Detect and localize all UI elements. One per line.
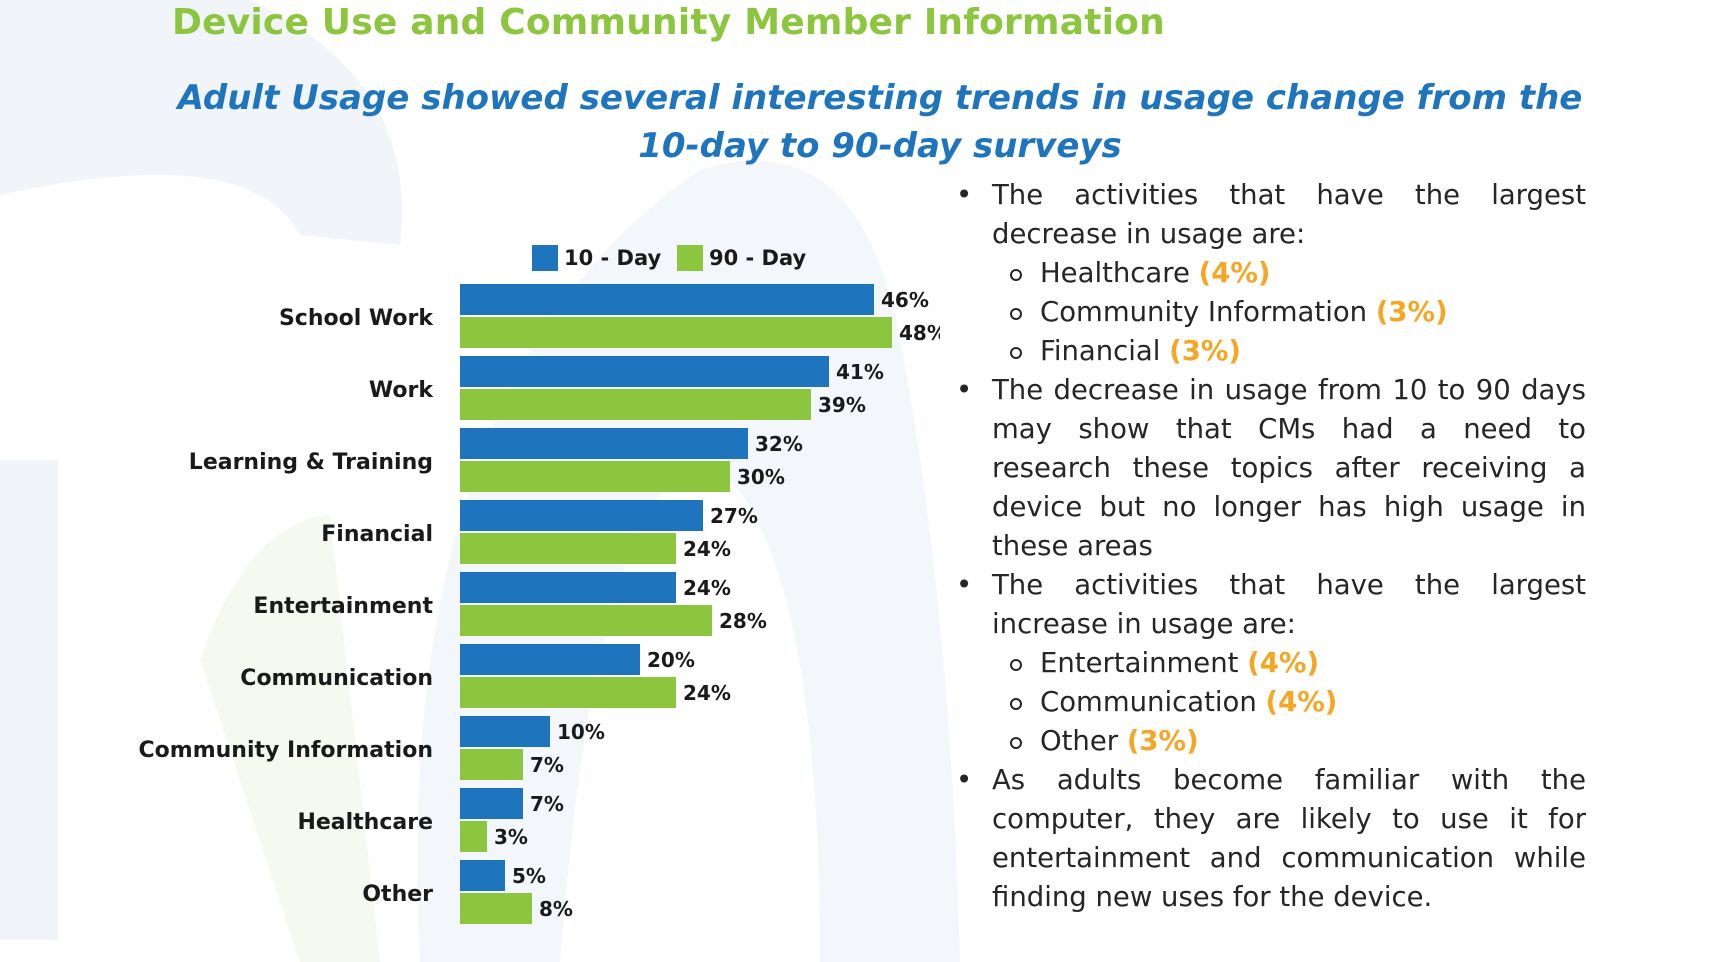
category-label: Entertainment: [253, 594, 433, 619]
sub-item: Communication (4%): [992, 683, 1586, 722]
sub-item-change: (4%): [1247, 647, 1320, 679]
sub-item: Entertainment (4%): [992, 644, 1586, 683]
bar-value-label: 24%: [683, 681, 731, 705]
sub-item-label: Healthcare: [1040, 257, 1190, 289]
bar-value-label: 5%: [512, 864, 546, 888]
bar-90-day: [460, 749, 523, 780]
sub-item-change: (4%): [1265, 686, 1338, 718]
bullet-item: As adults become familiar with the compu…: [956, 761, 1586, 917]
bullet-item: The decrease in usage from 10 to 90 days…: [956, 371, 1586, 566]
bar-value-label: 28%: [719, 609, 767, 633]
bar-90-day: [460, 893, 532, 924]
bar-10-day: [460, 356, 829, 387]
sub-item-change: (3%): [1126, 725, 1199, 757]
bar-value-label: 8%: [539, 897, 573, 921]
bar-value-label: 24%: [683, 537, 731, 561]
bar-90-day: [460, 317, 892, 348]
chart-bars: [460, 284, 892, 924]
sub-item-change: (3%): [1169, 335, 1241, 367]
sub-item-label: Other: [1040, 725, 1119, 757]
sub-item: Financial (3%): [992, 332, 1586, 371]
bar-10-day: [460, 428, 748, 459]
category-label: Communication: [240, 666, 433, 691]
sub-item: Community Information (3%): [992, 293, 1586, 332]
legend-swatch-1: [532, 245, 558, 271]
bar-10-day: [460, 572, 676, 603]
value-labels: 46% 48% 41% 39% 32% 30% 27% 24% 24% 28% 20% 24% 10% 7…: [494, 288, 940, 921]
bar-value-label: 7%: [530, 753, 564, 777]
sub-list: Healthcare (4%) Community Information (3%…: [992, 254, 1586, 371]
bar-90-day: [460, 389, 811, 420]
bullet-text: The activities that have the largest inc…: [992, 569, 1586, 640]
bar-10-day: [460, 860, 505, 891]
bar-value-label: 3%: [494, 825, 528, 849]
usage-bar-chart: 10 - Day 90 - Day School Work Work Learning…: [139, 245, 940, 924]
category-label: Healthcare: [297, 810, 433, 835]
bar-value-label: 46%: [881, 288, 929, 312]
bar-10-day: [460, 716, 550, 747]
sub-item-label: Community Information: [1040, 296, 1368, 328]
bar-value-label: 41%: [836, 360, 884, 384]
category-label: Other: [362, 882, 433, 907]
category-label: Financial: [321, 522, 433, 547]
bar-value-label: 39%: [818, 393, 866, 417]
category-label: Community Information: [139, 738, 433, 763]
bar-value-label: 32%: [755, 432, 803, 456]
category-labels: School Work Work Learning & Training Financ…: [139, 306, 435, 907]
sub-item-label: Entertainment: [1040, 647, 1239, 679]
bar-value-label: 24%: [683, 576, 731, 600]
bar-90-day: [460, 533, 676, 564]
sub-item: Other (3%): [992, 722, 1586, 761]
legend-label-2: 90 - Day: [709, 246, 807, 270]
bar-10-day: [460, 644, 640, 675]
sub-item: Healthcare (4%): [992, 254, 1586, 293]
bar-90-day: [460, 677, 676, 708]
bullet-text: As adults become familiar with the compu…: [992, 764, 1586, 913]
bullet-text: The activities that have the largest dec…: [992, 179, 1586, 250]
bar-10-day: [460, 500, 703, 531]
bar-10-day: [460, 788, 523, 819]
category-label: Work: [369, 378, 434, 403]
bullet-item: The activities that have the largest dec…: [956, 176, 1586, 371]
bar-value-label: 27%: [710, 504, 758, 528]
legend-swatch-2: [677, 245, 703, 271]
bar-value-label: 7%: [530, 792, 564, 816]
bullet-item: The activities that have the largest inc…: [956, 566, 1586, 761]
bullet-list: The activities that have the largest dec…: [956, 176, 1586, 917]
bar-90-day: [460, 605, 712, 636]
legend-label-1: 10 - Day: [564, 246, 662, 270]
bar-90-day: [460, 821, 487, 852]
chart-legend: 10 - Day 90 - Day: [532, 245, 807, 271]
bullet-text: The decrease in usage from 10 to 90 days…: [992, 374, 1586, 562]
category-label: Learning & Training: [189, 450, 433, 475]
bar-value-label: 30%: [737, 465, 785, 489]
sub-list: Entertainment (4%) Communication (4%) Othe…: [992, 644, 1586, 761]
bar-value-label: 20%: [647, 648, 695, 672]
insights-list: The activities that have the largest dec…: [956, 176, 1586, 917]
sub-item-label: Financial: [1040, 335, 1161, 367]
sub-item-change: (4%): [1198, 257, 1271, 289]
bar-90-day: [460, 461, 730, 492]
page-subtitle: Adult Usage showed several interesting t…: [177, 78, 1583, 166]
bar-10-day: [460, 284, 874, 315]
sub-item-change: (3%): [1375, 296, 1448, 328]
page-title: Device Use and Community Member Informat…: [172, 2, 1165, 43]
bar-value-label: 10%: [557, 720, 605, 744]
sub-item-label: Communication: [1040, 686, 1257, 718]
bar-value-label: 48%: [899, 321, 940, 345]
category-label: School Work: [279, 306, 434, 331]
